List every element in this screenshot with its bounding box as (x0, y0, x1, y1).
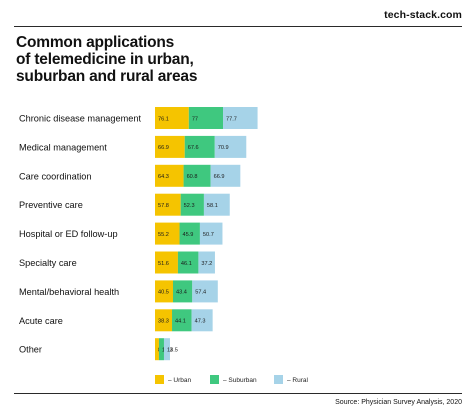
bar-segment-rural (191, 309, 213, 332)
legend-label: – Suburban (223, 377, 257, 384)
bar-value-label: 37.2 (201, 261, 212, 267)
bar-segment-rural (203, 193, 230, 216)
brand-label: tech-stack.com (384, 9, 462, 21)
bar-value-label: 46.1 (181, 261, 192, 267)
bar-segment-urban (155, 338, 159, 361)
bar-value-label: 66.9 (158, 145, 169, 151)
legend-swatch-urban (155, 375, 164, 384)
bar-value-label: 66.9 (214, 174, 225, 180)
bar-segment-suburban (172, 309, 192, 332)
category-label: Medical management (19, 142, 107, 152)
bar-value-label: 38.3 (158, 319, 169, 325)
bar-value-label: 43.4 (176, 290, 187, 296)
bar-segment-urban (155, 164, 184, 187)
bar-value-label: 77 (192, 116, 198, 122)
category-label: Chronic disease management (19, 114, 142, 124)
bar-value-label: 45.9 (183, 232, 194, 238)
chart-title-line: of telemedicine in urban, (16, 51, 194, 68)
category-label: Preventive care (19, 200, 83, 210)
bar-value-label: 76.1 (158, 116, 169, 122)
legend-swatch-suburban (210, 375, 219, 384)
legend-swatch-rural (274, 375, 283, 384)
bar-segment-urban (155, 107, 189, 129)
bar-segment-rural (210, 164, 241, 187)
bar-segment-suburban (179, 222, 200, 245)
chart-title: Common applications of telemedicine in u… (16, 34, 276, 85)
bar-segment-suburban (188, 107, 224, 129)
bar-segment-suburban (158, 338, 164, 361)
bar-segment-suburban (180, 193, 204, 216)
chart-title-line: suburban and rural areas (16, 68, 198, 85)
category-label: Acute care (19, 316, 63, 326)
category-label: Other (19, 345, 42, 355)
bar-segment-suburban (184, 135, 215, 158)
bar-value-label: 13.5 (167, 348, 178, 354)
bar-segment-urban (155, 193, 181, 216)
chart-title-line: Common applications (16, 34, 175, 51)
bar-value-label: 57.4 (195, 290, 206, 296)
bar-value-label: 57.8 (158, 203, 169, 209)
bar-segment-rural (223, 107, 258, 129)
bar-segment-rural (192, 280, 218, 303)
category-label: Mental/behavioral health (19, 287, 119, 297)
bar-segment-urban (155, 135, 185, 158)
bar-value-label: 67.6 (188, 145, 199, 151)
bar-segment-urban (155, 280, 173, 303)
legend-label: – Rural (287, 377, 309, 384)
bar-value-label: 50.7 (203, 232, 214, 238)
bar-segment-rural (163, 338, 170, 361)
bar-segment-rural (199, 222, 223, 245)
bar-value-label: 55.2 (158, 232, 169, 238)
bar-segment-urban (155, 222, 180, 245)
bar-value-label: 52.3 (184, 203, 195, 209)
category-label: Specialty care (19, 258, 77, 268)
bar-value-label: 64.3 (158, 174, 169, 180)
category-label: Hospital or ED follow-up (19, 229, 118, 239)
bar-value-label: 47.3 (195, 319, 206, 325)
bar-value-label: 70.9 (218, 145, 229, 151)
bar-segment-urban (155, 309, 173, 332)
bar-segment-rural (214, 135, 247, 158)
bar-value-label: 51.6 (158, 261, 169, 267)
bar-segment-suburban (183, 164, 211, 187)
category-label: Care coordination (19, 171, 92, 181)
bar-segment-rural (198, 251, 215, 274)
bar-value-label: 60.8 (187, 174, 198, 180)
bar-segment-suburban (177, 251, 199, 274)
bar-segment-suburban (172, 280, 193, 303)
legend-label: – Urban (168, 377, 192, 384)
bar-segment-urban (155, 251, 178, 274)
bar-value-label: 77.7 (226, 116, 237, 122)
bar-value-label: 44.1 (175, 319, 186, 325)
bar-value-label: 58.1 (207, 203, 218, 209)
top-divider (14, 26, 462, 27)
source-note: Source: Physician Survey Analysis, 2020 (335, 399, 462, 406)
bottom-divider (14, 393, 462, 394)
bar-value-label: 40.5 (158, 290, 169, 296)
